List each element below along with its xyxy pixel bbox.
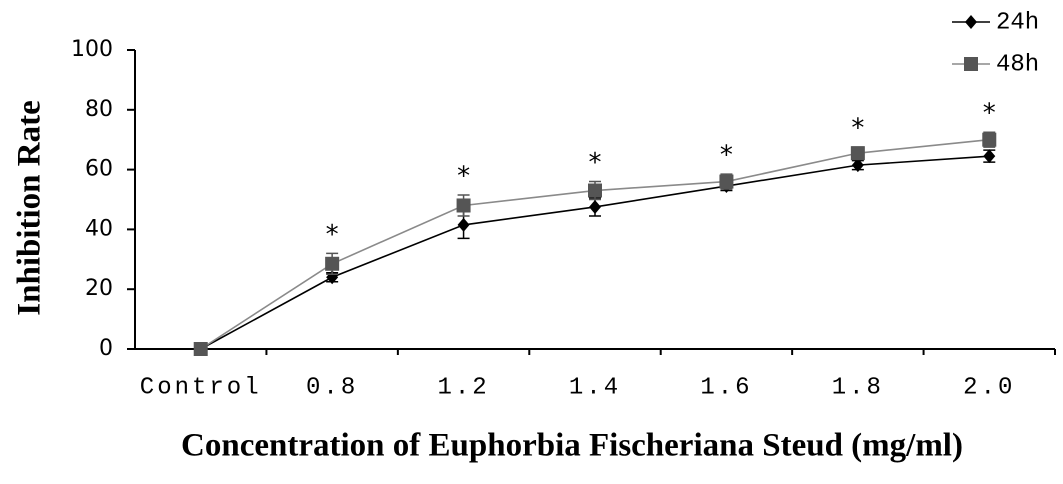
y-tick-label: 60 (85, 157, 113, 182)
data-point (851, 158, 864, 173)
x-tick-label: 1.8 (832, 374, 884, 401)
annotation: * (589, 148, 602, 178)
data-point (588, 183, 602, 198)
y-tick-label: 100 (71, 37, 113, 62)
x-axis-label: Concentration of Euphorbia Fischeriana S… (181, 428, 963, 464)
legend-marker (965, 15, 977, 29)
annotation: * (457, 162, 470, 192)
data-point (325, 256, 340, 271)
annotation: * (983, 99, 996, 129)
x-tick-label: 0.8 (306, 374, 358, 401)
y-tick-label: 0 (99, 336, 113, 361)
y-axis-label: Inhibition Rate (12, 100, 48, 315)
annotation: * (326, 220, 339, 250)
data-point (193, 342, 208, 356)
annotation: * (720, 141, 733, 171)
data-point (850, 146, 865, 161)
data-point (456, 198, 471, 213)
x-tick-label: 1.2 (437, 374, 489, 401)
legend-marker (964, 57, 978, 71)
y-tick-label: 40 (85, 216, 113, 241)
data-point (589, 199, 601, 214)
y-tick-label: 20 (85, 276, 113, 301)
legend-label: 48h (996, 51, 1039, 78)
x-tick-label: 1.4 (569, 374, 621, 401)
x-tick-label: Control (140, 374, 262, 401)
data-point (982, 132, 997, 147)
legend-label: 24h (996, 9, 1039, 36)
y-tick-label: 80 (85, 97, 113, 122)
x-tick-label: 1.6 (700, 374, 752, 401)
x-tick-label: 2.0 (963, 374, 1015, 401)
data-point (457, 217, 470, 232)
data-point (719, 174, 734, 189)
data-point (983, 149, 996, 164)
annotation: * (851, 114, 864, 144)
